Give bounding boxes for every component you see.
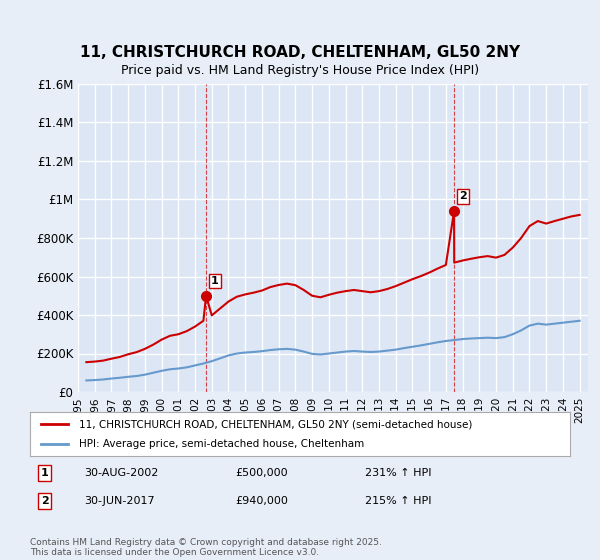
Text: Price paid vs. HM Land Registry's House Price Index (HPI): Price paid vs. HM Land Registry's House … bbox=[121, 64, 479, 77]
Text: 2: 2 bbox=[41, 496, 49, 506]
Text: £940,000: £940,000 bbox=[235, 496, 288, 506]
Text: £500,000: £500,000 bbox=[235, 468, 288, 478]
Text: 1: 1 bbox=[41, 468, 49, 478]
Text: 30-JUN-2017: 30-JUN-2017 bbox=[84, 496, 155, 506]
Text: Contains HM Land Registry data © Crown copyright and database right 2025.
This d: Contains HM Land Registry data © Crown c… bbox=[30, 538, 382, 557]
Text: 231% ↑ HPI: 231% ↑ HPI bbox=[365, 468, 431, 478]
Text: 11, CHRISTCHURCH ROAD, CHELTENHAM, GL50 2NY (semi-detached house): 11, CHRISTCHURCH ROAD, CHELTENHAM, GL50 … bbox=[79, 419, 472, 429]
Text: HPI: Average price, semi-detached house, Cheltenham: HPI: Average price, semi-detached house,… bbox=[79, 439, 364, 449]
Text: 2: 2 bbox=[459, 192, 467, 202]
Text: 11, CHRISTCHURCH ROAD, CHELTENHAM, GL50 2NY: 11, CHRISTCHURCH ROAD, CHELTENHAM, GL50 … bbox=[80, 45, 520, 60]
Text: 215% ↑ HPI: 215% ↑ HPI bbox=[365, 496, 431, 506]
Text: 30-AUG-2002: 30-AUG-2002 bbox=[84, 468, 158, 478]
Text: 1: 1 bbox=[211, 276, 219, 286]
